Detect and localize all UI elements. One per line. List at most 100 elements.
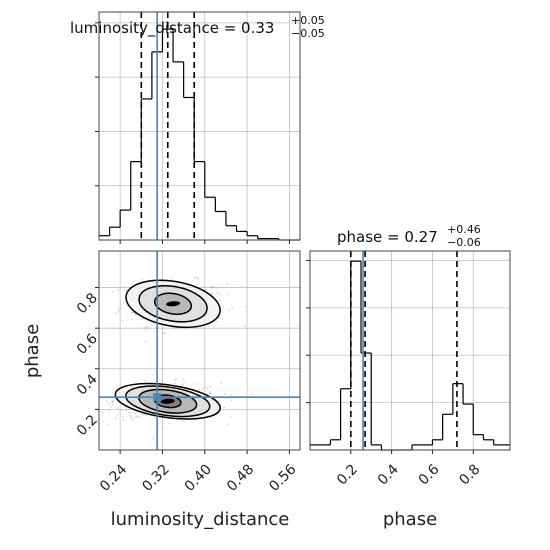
- scatter-point: [204, 386, 207, 389]
- scatter-point: [121, 409, 124, 412]
- scatter-point: [209, 390, 212, 393]
- scatter-point: [172, 327, 175, 330]
- scatter-point: [229, 415, 232, 418]
- scatter-ytick-label: 0.8: [74, 290, 101, 317]
- scatter-point: [130, 318, 133, 321]
- scatter-point: [111, 403, 114, 406]
- scatter-point: [119, 303, 122, 306]
- scatter-point: [218, 299, 221, 302]
- scatter-point: [250, 392, 253, 395]
- scatter-point: [117, 288, 120, 291]
- scatter-point: [197, 388, 200, 391]
- scatter-truth-marker: [153, 393, 162, 402]
- scatter-point: [231, 307, 234, 310]
- scatter-point: [107, 402, 110, 405]
- scatter-point: [112, 400, 115, 403]
- scatter-xtick-label: 0.56: [266, 461, 299, 494]
- scatter-point: [223, 405, 226, 408]
- scatter-point: [195, 276, 198, 279]
- scatter-point: [122, 415, 125, 418]
- scatter-point: [130, 311, 133, 314]
- scatter-point: [173, 382, 176, 385]
- phase-xtick-label: 0.4: [375, 461, 402, 488]
- scatter-point: [135, 415, 138, 418]
- phase-title-plus: +0.46: [447, 223, 481, 236]
- scatter-point: [146, 326, 149, 329]
- scatter-point: [230, 394, 233, 397]
- scatter-point: [140, 317, 143, 320]
- scatter-point: [244, 325, 247, 328]
- scatter-point: [228, 309, 231, 312]
- scatter-point: [125, 409, 128, 412]
- scatter-point: [109, 405, 112, 408]
- scatter-point: [111, 400, 114, 403]
- scatter-point: [144, 340, 147, 343]
- scatter-point: [215, 286, 218, 289]
- scatter-point: [210, 286, 213, 289]
- scatter-point: [209, 392, 212, 395]
- scatter-point: [121, 319, 124, 322]
- scatter-point: [105, 399, 108, 402]
- scatter-point: [221, 305, 224, 308]
- scatter-point: [202, 388, 205, 391]
- scatter-point: [216, 291, 219, 294]
- contour-peak: [160, 398, 175, 404]
- scatter-point: [204, 288, 207, 291]
- scatter-point: [138, 415, 141, 418]
- scatter-point: [224, 393, 227, 396]
- scatter-point: [125, 288, 128, 291]
- scatter-point: [101, 411, 104, 414]
- phase-xtick-label: 0.6: [416, 461, 443, 488]
- scatter-point: [129, 414, 132, 417]
- phase-title-minus: −0.06: [447, 236, 481, 249]
- scatter-point: [160, 380, 163, 383]
- luminosity-distance-title: luminosity_distance = 0.33: [70, 19, 274, 38]
- luminosity-distance-histogram-panel: [95, 11, 301, 244]
- scatter-xtick-label: 0.32: [139, 461, 172, 494]
- scatter-point: [174, 378, 177, 381]
- scatter-point: [226, 283, 229, 286]
- scatter-frame: [98, 250, 301, 451]
- scatter-xtick-label: 0.48: [224, 461, 257, 494]
- scatter-point: [211, 293, 214, 296]
- scatter-point: [122, 419, 125, 422]
- scatter-point: [127, 411, 130, 414]
- x-axis-label-phase: phase: [383, 509, 437, 530]
- x-axis-label-luminosity-distance: luminosity_distance: [111, 509, 290, 530]
- scatter-point: [144, 326, 147, 329]
- scatter-point: [133, 412, 136, 415]
- scatter-ytick-label: 0.4: [74, 371, 101, 398]
- phase-histogram-panel: 0.2 0.4 0.6 0.8: [306, 250, 511, 488]
- scatter-point: [218, 293, 221, 296]
- joint-posterior-panel: 0.24 0.32 0.40 0.48 0.56 0.2 0.4 0.6 0.8: [74, 250, 301, 495]
- scatter-point: [124, 289, 127, 292]
- scatter-point: [118, 310, 121, 313]
- phase-frame: [309, 250, 511, 451]
- phase-xtick-label: 0.8: [456, 461, 483, 488]
- y-axis-label-phase: phase: [22, 324, 43, 378]
- scatter-point: [193, 276, 196, 279]
- scatter-point: [117, 308, 120, 311]
- scatter-point: [197, 278, 200, 281]
- top-frame: [98, 11, 301, 241]
- contour-peak: [166, 301, 181, 307]
- scatter-point: [210, 286, 213, 289]
- luminosity-distance-title-minus: −0.05: [291, 27, 325, 40]
- scatter-point: [229, 399, 232, 402]
- scatter-point: [161, 426, 164, 429]
- scatter-point: [220, 381, 223, 384]
- scatter-point: [226, 423, 229, 426]
- scatter-point: [161, 332, 164, 335]
- scatter-point: [116, 413, 119, 416]
- scatter-point: [209, 386, 212, 389]
- scatter-point: [111, 290, 114, 293]
- scatter-point: [168, 422, 171, 425]
- scatter-point: [119, 307, 122, 310]
- scatter-point: [131, 419, 134, 422]
- scatter-ytick-label: 0.6: [74, 331, 101, 358]
- phase-xtick-label: 0.2: [334, 461, 361, 488]
- scatter-point: [129, 412, 132, 415]
- phase-title: phase = 0.27: [337, 228, 438, 246]
- scatter-point: [182, 420, 185, 423]
- scatter-xtick-label: 0.24: [97, 461, 130, 494]
